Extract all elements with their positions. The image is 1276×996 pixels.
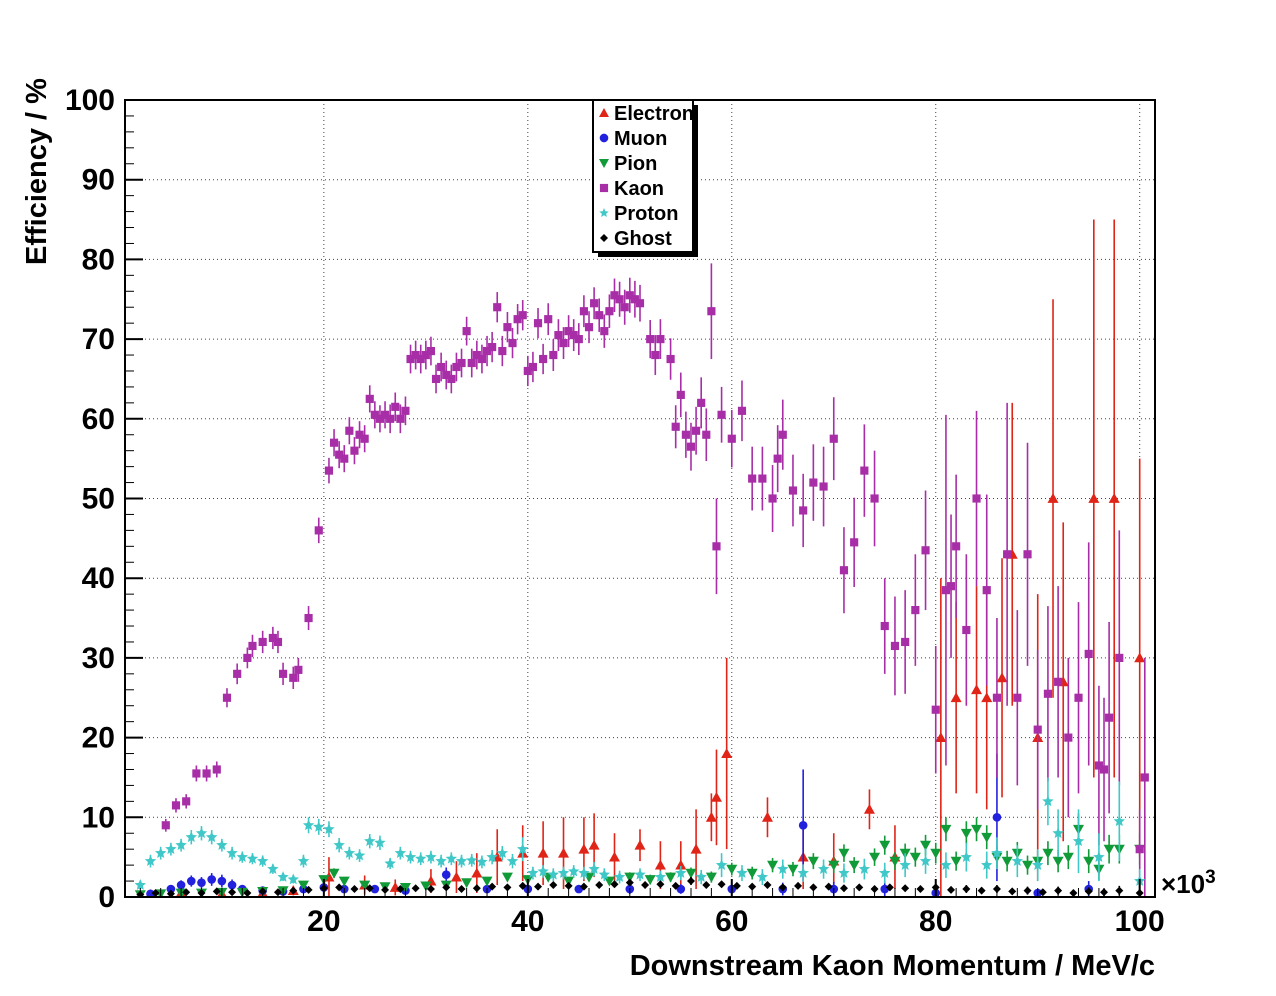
svg-text:Kaon: Kaon: [614, 178, 664, 200]
svg-text:Proton: Proton: [614, 203, 678, 225]
svg-text:40: 40: [511, 905, 544, 938]
x-axis-tick-labels: 20 40 60 80 100: [307, 905, 1165, 938]
svg-text:90: 90: [82, 164, 115, 197]
svg-text:30: 30: [82, 642, 115, 675]
legend-entry-proton: Proton: [599, 203, 678, 225]
svg-text:70: 70: [82, 323, 115, 356]
svg-text:Electron: Electron: [614, 103, 694, 125]
series-kaon: [161, 263, 1149, 896]
legend-entry-electron: Electron: [599, 103, 694, 125]
svg-text:60: 60: [715, 905, 748, 938]
y-axis-tick-labels: 0 10 20 30 40 50 60 70 80 90 100: [65, 84, 115, 914]
legend-entry-pion: Pion: [599, 153, 657, 175]
svg-text:10: 10: [82, 801, 115, 834]
svg-text:100: 100: [65, 84, 115, 117]
svg-text:Ghost: Ghost: [614, 228, 672, 250]
series-proton: [134, 777, 1146, 894]
legend-entry-kaon: Kaon: [599, 178, 664, 200]
svg-text:60: 60: [82, 403, 115, 436]
svg-text:Muon: Muon: [614, 128, 667, 150]
svg-text:80: 80: [82, 243, 115, 276]
svg-text:0: 0: [98, 881, 115, 914]
axis-ticks: [125, 99, 1141, 898]
svg-text:80: 80: [919, 905, 952, 938]
svg-text:Pion: Pion: [614, 153, 657, 175]
series-ghost: [136, 877, 1144, 896]
svg-text:100: 100: [1115, 905, 1165, 938]
x-axis-title: Downstream Kaon Momentum / MeV/c: [630, 950, 1155, 982]
svg-text:40: 40: [82, 562, 115, 595]
svg-text:50: 50: [82, 483, 115, 516]
svg-text:20: 20: [82, 722, 115, 755]
svg-text:20: 20: [307, 905, 340, 938]
legend-entry-ghost: Ghost: [600, 228, 672, 250]
y-axis-title: Efficiency / %: [21, 78, 53, 265]
series-electron: [146, 219, 1146, 896]
legend: Electron Muon Pion Kaon Proton Ghost: [592, 99, 698, 257]
legend-entry-muon: Muon: [599, 128, 667, 150]
